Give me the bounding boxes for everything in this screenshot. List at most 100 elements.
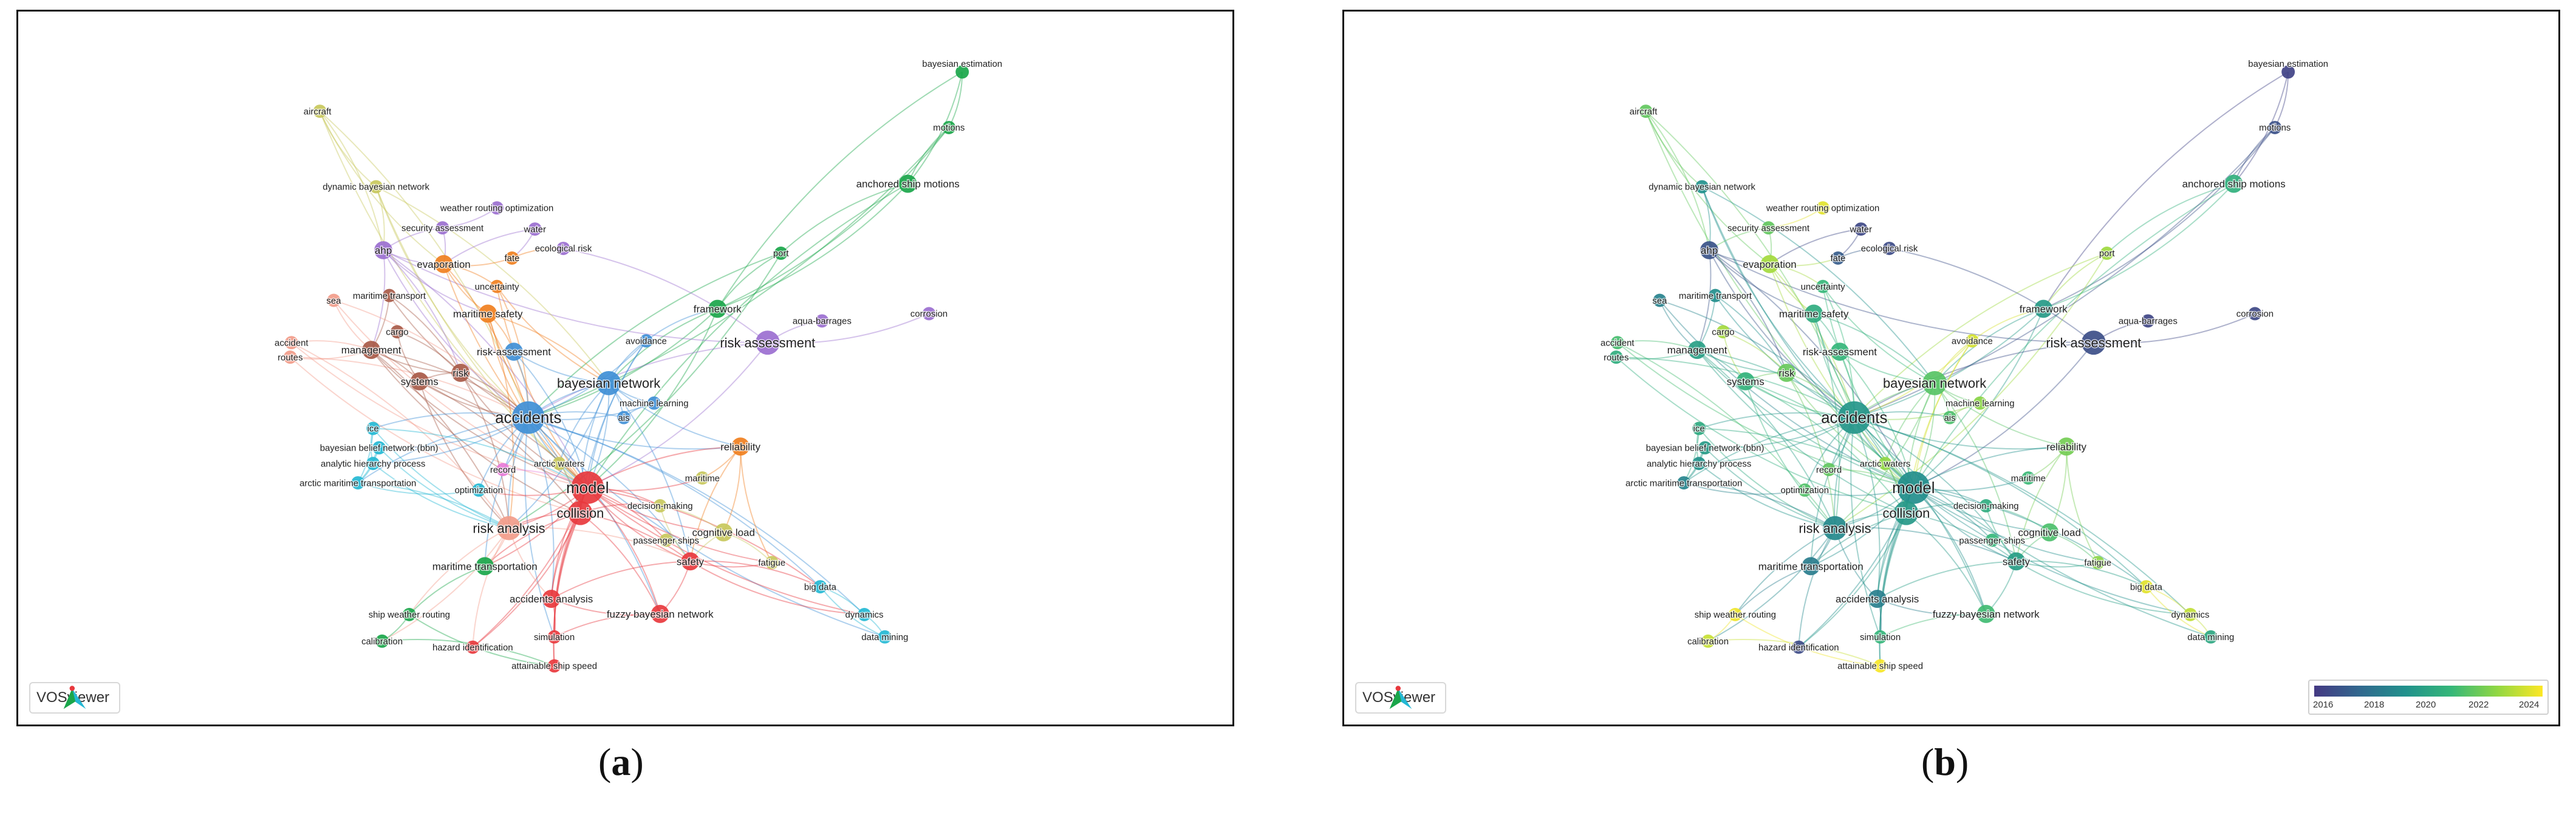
node-arctic-waters[interactable]: [1878, 457, 1892, 471]
node-maritime-transportation[interactable]: [476, 557, 494, 576]
node-data-mining[interactable]: [2204, 630, 2218, 644]
node-machine-learning[interactable]: [647, 396, 661, 410]
node-safety[interactable]: [2007, 552, 2026, 571]
node-risk[interactable]: [1777, 364, 1796, 382]
node-fuzzy-bayesian-network[interactable]: [1976, 605, 1995, 623]
node-risk-assessment[interactable]: [755, 330, 780, 355]
node-fuzzy-bayesian-network[interactable]: [651, 605, 669, 623]
node-collision[interactable]: [568, 500, 593, 525]
node-maritime-safety[interactable]: [479, 304, 497, 323]
node-aircraft[interactable]: [1639, 104, 1653, 118]
node-cargo[interactable]: [1716, 325, 1730, 339]
node-ship-weather-routing[interactable]: [1728, 607, 1742, 621]
node-arctic-waters[interactable]: [552, 457, 566, 471]
node-model[interactable]: [1897, 471, 1930, 504]
node-maritime-transport[interactable]: [383, 288, 396, 302]
node-systems[interactable]: [410, 372, 429, 390]
node-framework[interactable]: [708, 299, 727, 318]
node-calibration[interactable]: [375, 634, 389, 648]
node-avoidance[interactable]: [1965, 334, 1979, 348]
node-corrosion[interactable]: [922, 307, 936, 321]
node-aqua-barrages[interactable]: [2141, 314, 2155, 328]
node-ship-weather-routing[interactable]: [402, 607, 416, 621]
node-arctic-maritime-transportation[interactable]: [1677, 476, 1691, 489]
node-reliability[interactable]: [731, 437, 750, 456]
overlay-network-map[interactable]: bayesian estimation motions anchored ship …: [1344, 12, 2558, 725]
node-reliability[interactable]: [2057, 437, 2075, 456]
node-bayesian-network[interactable]: [596, 370, 621, 395]
node-fate[interactable]: [1831, 251, 1845, 265]
node-systems[interactable]: [1736, 372, 1755, 390]
node-attainable-ship-speed[interactable]: [1873, 659, 1887, 673]
node-ice[interactable]: [366, 421, 380, 435]
node-passenger-ships[interactable]: [1985, 533, 1999, 547]
node-management[interactable]: [1688, 341, 1707, 360]
node-big-data[interactable]: [2139, 580, 2153, 594]
node-big-data[interactable]: [813, 580, 827, 594]
node-bayesian-network[interactable]: [1922, 370, 1947, 395]
node-analytic-hierarchy-process[interactable]: [366, 457, 380, 471]
node-record[interactable]: [1822, 463, 1836, 477]
node-data-mining[interactable]: [878, 630, 892, 644]
node-port[interactable]: [774, 247, 788, 260]
node-water[interactable]: [1854, 222, 1868, 236]
node-passenger-ships[interactable]: [659, 533, 673, 547]
node-weather-routing-optimization[interactable]: [1816, 201, 1830, 215]
node-maritime-transport[interactable]: [1709, 288, 1722, 302]
node-aqua-barrages[interactable]: [815, 314, 829, 328]
node-routes[interactable]: [283, 350, 297, 364]
node-uncertainty[interactable]: [490, 279, 504, 293]
node-simulation[interactable]: [1873, 630, 1887, 644]
node-management[interactable]: [362, 341, 381, 360]
node-security-assessment[interactable]: [436, 221, 449, 235]
node-anchored-ship-motions[interactable]: [898, 174, 917, 193]
node-aircraft[interactable]: [313, 104, 327, 118]
node-calibration[interactable]: [1701, 634, 1715, 648]
node-fatigue[interactable]: [2091, 556, 2105, 570]
node-avoidance[interactable]: [639, 334, 653, 348]
node-accidents-analysis[interactable]: [542, 590, 561, 608]
node-analytic-hierarchy-process[interactable]: [1692, 457, 1706, 471]
node-ais[interactable]: [1943, 411, 1956, 425]
node-simulation[interactable]: [547, 630, 561, 644]
node-maritime-safety[interactable]: [1805, 304, 1823, 323]
node-bayesian-belief-network-bbn[interactable]: [1698, 441, 1712, 455]
node-motions[interactable]: [2268, 121, 2282, 134]
node-arctic-maritime-transportation[interactable]: [351, 476, 365, 489]
node-ahp[interactable]: [1700, 241, 1718, 259]
node-weather-routing-optimization[interactable]: [490, 201, 504, 215]
node-dynamic-bayesian-network[interactable]: [369, 180, 383, 194]
node-risk-assessment[interactable]: [1831, 343, 1849, 361]
node-ice[interactable]: [1692, 421, 1706, 435]
node-framework[interactable]: [2034, 299, 2053, 318]
node-accident[interactable]: [284, 336, 298, 350]
node-risk-assessment[interactable]: [505, 343, 523, 361]
node-corrosion[interactable]: [2248, 307, 2262, 321]
node-evaporation[interactable]: [1760, 254, 1779, 273]
node-uncertainty[interactable]: [1816, 279, 1830, 293]
node-motions[interactable]: [942, 121, 956, 134]
node-fate[interactable]: [505, 251, 519, 265]
node-bayesian-belief-network-bbn[interactable]: [372, 441, 386, 455]
node-dynamic-bayesian-network[interactable]: [1695, 180, 1709, 194]
node-ais[interactable]: [617, 411, 630, 425]
cluster-network-map[interactable]: bayesian estimation motions anchored ship …: [18, 12, 1232, 725]
node-cognitive-load[interactable]: [2040, 523, 2059, 542]
node-collision[interactable]: [1894, 500, 1919, 525]
node-cognitive-load[interactable]: [714, 523, 733, 542]
node-safety[interactable]: [681, 552, 700, 571]
node-risk[interactable]: [451, 364, 470, 382]
node-maritime-transportation[interactable]: [1802, 557, 1820, 576]
node-evaporation[interactable]: [434, 254, 453, 273]
node-sea[interactable]: [327, 293, 341, 307]
node-optimization[interactable]: [472, 483, 486, 497]
node-risk-assessment[interactable]: [2081, 330, 2106, 355]
node-ecological-risk[interactable]: [556, 242, 570, 255]
node-model[interactable]: [571, 471, 604, 504]
node-routes[interactable]: [1609, 350, 1623, 364]
node-hazard-identification[interactable]: [466, 640, 480, 654]
node-accidents[interactable]: [1837, 401, 1871, 434]
node-fatigue[interactable]: [765, 556, 779, 570]
node-water[interactable]: [528, 222, 542, 236]
node-machine-learning[interactable]: [1973, 396, 1987, 410]
